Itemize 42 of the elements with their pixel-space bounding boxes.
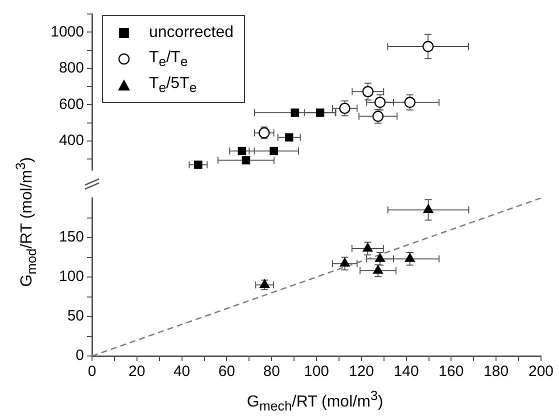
point — [404, 253, 415, 262]
x-tick-label: 140 — [394, 363, 419, 380]
y-tick-label: 600 — [58, 96, 84, 113]
x-tick-label: 120 — [348, 363, 374, 380]
point — [423, 204, 434, 213]
point — [339, 102, 350, 114]
y-tick-label: 800 — [58, 60, 84, 77]
y-tick-label: 100 — [58, 268, 84, 286]
legend-label: uncorrected — [149, 24, 234, 42]
legend-label: T$_{e}$/5T$_{e}$ — [149, 74, 197, 96]
point — [260, 279, 270, 288]
y-tick-label: 50 — [67, 308, 84, 325]
x-tick-label: 60 — [218, 363, 236, 380]
x-tick-label: 0 — [88, 363, 96, 380]
x-tick-label: 200 — [528, 363, 554, 380]
point — [375, 253, 385, 262]
y-tick-label: 400 — [58, 132, 84, 150]
legend-label: T$_{e}$/T$_{e}$ — [149, 48, 188, 70]
point — [373, 265, 383, 274]
point — [290, 108, 300, 117]
x-tick-label: 20 — [128, 363, 146, 380]
x-tick-label: 180 — [484, 363, 509, 380]
x-tick-label: 80 — [263, 363, 280, 380]
point — [284, 133, 294, 142]
point — [340, 258, 350, 267]
y-tick-label: 1000 — [50, 23, 84, 40]
point — [404, 96, 416, 108]
point — [194, 160, 202, 169]
x-tick-label: 40 — [173, 363, 190, 380]
y-tick-label: 150 — [58, 228, 84, 246]
point — [422, 40, 434, 52]
x-tick-label: 100 — [304, 363, 330, 380]
point — [362, 242, 373, 252]
point — [374, 96, 386, 108]
x-tick-label: 160 — [438, 363, 464, 380]
point — [316, 108, 324, 117]
point — [270, 146, 278, 156]
point — [238, 146, 246, 156]
point — [242, 156, 250, 164]
point — [362, 86, 374, 98]
y-tick-label: 0 — [76, 347, 84, 364]
x-axis-title: G$_{mech}$/RT (mol/m$^{3}$) — [246, 388, 384, 414]
